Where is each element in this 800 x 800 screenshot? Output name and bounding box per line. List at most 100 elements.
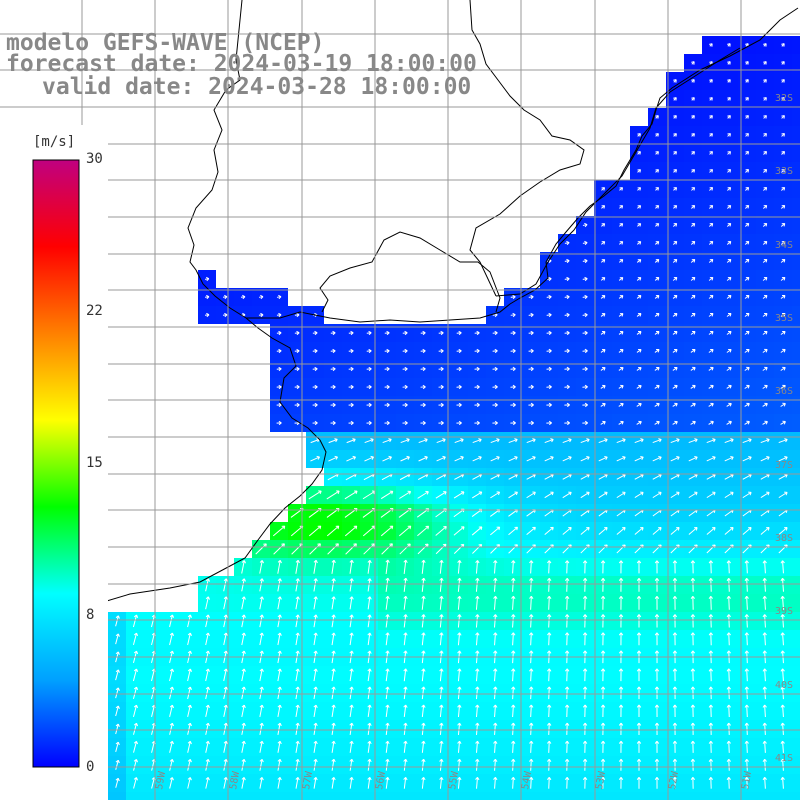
- wind-vector: [528, 402, 534, 408]
- wind-vector: [367, 614, 372, 628]
- wind-vector: [760, 491, 770, 499]
- wind-vector: [528, 384, 534, 390]
- wind-vector: [258, 312, 264, 318]
- wind-vector: [276, 402, 282, 408]
- wind-vector: [367, 777, 372, 789]
- wind-vector: [673, 223, 678, 227]
- wind-vector: [582, 595, 588, 610]
- wind-vector: [529, 776, 534, 789]
- wind-vector: [187, 686, 193, 700]
- wind-vector: [708, 348, 714, 353]
- wind-vector: [205, 614, 210, 628]
- wind-vector: [421, 722, 426, 735]
- wind-vector: [600, 384, 606, 389]
- wind-vector: [439, 668, 444, 682]
- wind-vector: [745, 169, 750, 173]
- wind-vector: [655, 187, 660, 191]
- wind-vector: [474, 330, 480, 336]
- wind-vector: [546, 276, 552, 282]
- wind-vector: [762, 668, 767, 682]
- wind-vector: [673, 79, 677, 83]
- wind-cell: [792, 180, 800, 198]
- wind-vector: [380, 490, 394, 500]
- wind-vector: [421, 577, 426, 592]
- wind-vector: [636, 277, 642, 281]
- wind-vector: [367, 578, 372, 592]
- wind-vector: [384, 420, 390, 426]
- wind-vector: [313, 668, 318, 682]
- wind-vector: [762, 776, 767, 789]
- wind-vector: [115, 705, 120, 717]
- wind-vector: [115, 723, 120, 735]
- wind-vector: [241, 740, 246, 753]
- wind-vector: [475, 614, 480, 628]
- wind-vector: [223, 632, 228, 646]
- wind-cell: [792, 450, 800, 468]
- wind-vector: [205, 740, 210, 753]
- wind-vector: [726, 722, 731, 735]
- wind-vector: [331, 704, 336, 718]
- wind-vector: [690, 704, 696, 718]
- wind-vector: [600, 420, 606, 425]
- wind-vector: [259, 560, 264, 574]
- wind-vector: [399, 490, 412, 499]
- wind-vector: [744, 313, 750, 317]
- wind-vector: [490, 491, 501, 499]
- wind-vector: [349, 740, 354, 753]
- wind-vector: [762, 276, 768, 281]
- wind-vector: [547, 632, 552, 646]
- wind-vector: [403, 740, 408, 753]
- wind-vector: [277, 596, 282, 610]
- wind-vector: [421, 632, 426, 646]
- wind-vector: [763, 97, 767, 101]
- wind-vector: [295, 722, 300, 735]
- lat-label: 34S: [775, 240, 793, 251]
- wind-vector: [690, 686, 696, 700]
- wind-vector: [564, 258, 570, 264]
- wind-vector: [366, 402, 372, 408]
- wind-vector: [565, 577, 570, 592]
- wind-vector: [259, 740, 264, 753]
- wind-vector: [421, 704, 426, 718]
- wind-vector: [744, 366, 750, 371]
- colorbar-tick-0: 0: [86, 759, 95, 775]
- wind-vector: [708, 223, 714, 227]
- wind-vector: [493, 614, 498, 628]
- wind-vector: [618, 420, 624, 425]
- wind-vector: [780, 758, 785, 771]
- wind-vector: [277, 632, 282, 646]
- wind-vector: [762, 614, 767, 628]
- wind-cell: [792, 486, 800, 504]
- wind-vector: [780, 420, 786, 425]
- wind-vector: [672, 331, 678, 335]
- wind-vector: [255, 543, 267, 555]
- wind-vector: [344, 525, 358, 537]
- wind-vector: [600, 349, 606, 353]
- wind-vector: [385, 595, 390, 610]
- wind-cell: [792, 144, 800, 162]
- wind-vector: [547, 758, 552, 771]
- wind-vector: [564, 312, 570, 318]
- wind-vector: [348, 384, 354, 390]
- wind-vector: [547, 740, 552, 753]
- wind-vector: [618, 402, 624, 407]
- wind-vector: [457, 632, 462, 646]
- wind-cell: [792, 558, 800, 576]
- wind-vector: [511, 758, 516, 771]
- wind-vector: [636, 241, 642, 245]
- wind-vector: [781, 43, 785, 47]
- wind-vector: [115, 741, 120, 753]
- wind-vector: [326, 525, 340, 537]
- wind-vector: [564, 704, 570, 718]
- wind-vector: [241, 668, 246, 682]
- wind-vector: [276, 348, 282, 354]
- wind-vector: [345, 543, 357, 555]
- wind-vector: [384, 384, 390, 390]
- wind-vector: [471, 491, 483, 499]
- wind-vector: [744, 384, 750, 389]
- wind-vector: [744, 348, 750, 353]
- wind-vector: [439, 577, 444, 592]
- colorbar-unit: [m/s]: [33, 134, 76, 150]
- wind-vector: [582, 704, 588, 718]
- wind-vector: [691, 97, 695, 101]
